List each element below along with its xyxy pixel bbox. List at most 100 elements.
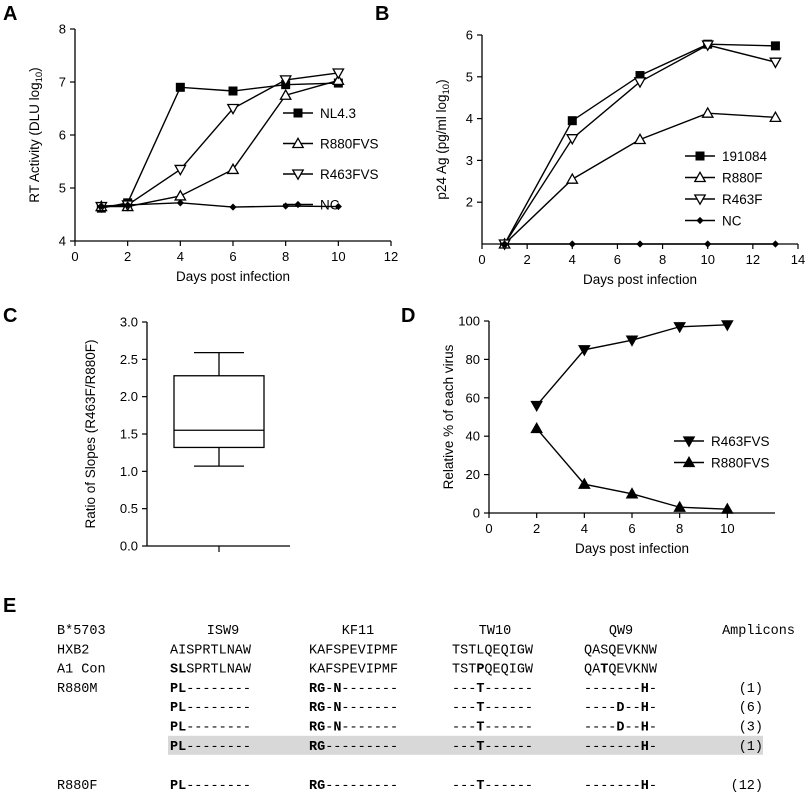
data-point-nc [334, 202, 342, 211]
y-tick-label: 4 [466, 111, 473, 126]
data-point-nc [704, 240, 712, 248]
legend-marker [695, 151, 705, 161]
sequence-cell: RG-N------- [309, 701, 398, 716]
data-point-r880fvs [530, 421, 543, 434]
y-axis-label: p24 Ag (pg/ml log10) [434, 79, 452, 199]
chart-a: 0 2 4 6 8 10 12 4 5 6 7 8 Days post infection RT Acti… [27, 22, 398, 285]
x-axis-label: Days post infection [575, 541, 689, 556]
series-line-r463fvs [101, 72, 339, 208]
x-tick-label: 4 [177, 249, 184, 264]
x-tick-label: 14 [791, 252, 805, 267]
amplicon-count: (1) [739, 682, 763, 697]
data-point-r880f [565, 172, 579, 184]
panel-letter-d: D [401, 305, 415, 327]
legend-label-191084: 191084 [722, 149, 768, 164]
data-point-nc [124, 201, 132, 209]
y-tick-label: 60 [466, 390, 480, 405]
data-point-nl4.3 [228, 86, 238, 96]
epitope-alignment: B*5703 ISW9 KF11 TW10 QW9 Amplicons HXB2 AISPRT… [57, 624, 795, 794]
data-point-r880fvs [226, 162, 240, 175]
x-axis-label: Days post infection [176, 269, 290, 284]
y-tick-label: 0.0 [120, 539, 138, 554]
legend-label-r463fvs: R463FVS [711, 434, 770, 449]
legend-label-r880f: R880F [722, 171, 763, 186]
panel-letter-e: E [3, 595, 16, 617]
sequence-cell: RG--------- [309, 779, 398, 794]
data-point-r463fvs [625, 335, 639, 347]
sequence-cell: ---T------ [452, 721, 533, 736]
data-point-nc [636, 240, 644, 248]
data-point-r463fvs [332, 68, 345, 80]
x-tick-label: 2 [533, 521, 540, 536]
data-point-r463f [633, 77, 647, 89]
box-iqr [173, 375, 265, 449]
x-tick-label: 8 [676, 521, 683, 536]
y-tick-label: 2.0 [120, 389, 138, 404]
data-point-r880fvs [625, 487, 639, 499]
data-point-r880f [633, 132, 647, 145]
y-tick-label: 2 [466, 195, 473, 210]
y-axis-label: RT Activity (DLU log10) [27, 67, 45, 202]
x-tick-label: 6 [229, 249, 236, 264]
x-tick-label: 2 [124, 249, 131, 264]
data-point-r880fvs [673, 500, 686, 512]
sequence-cell: QATQEVKNW [584, 663, 658, 678]
legend-label-r463fvs: R463FVS [320, 167, 379, 182]
legend-marker [291, 136, 305, 149]
data-point-nc [568, 240, 576, 248]
y-tick-label: 5 [59, 181, 66, 196]
data-point-r463f [565, 134, 579, 146]
sequence-label-r880m: R880M [57, 682, 98, 697]
data-point-r463fvs [721, 320, 734, 332]
sequence-cell: RG-N------- [309, 721, 398, 736]
data-point-r463fvs [673, 322, 686, 334]
epitope-header-qw9: QW9 [609, 624, 633, 639]
data-point-r463fvs [578, 345, 591, 357]
data-point-r463fvs [279, 75, 292, 87]
sequence-cell: KAFSPEVIPMF [309, 643, 398, 658]
x-tick-label: 8 [282, 249, 289, 264]
legend-label-r463f: R463F [722, 192, 763, 207]
y-axis-label: Relative % of each virus [441, 344, 456, 489]
amplicon-count: (12) [731, 779, 763, 794]
legend-label-nc: NC [320, 198, 340, 213]
epitope-header-isw9: ISW9 [207, 624, 239, 639]
legend-marker [682, 455, 696, 468]
x-tick-label: 4 [581, 521, 588, 536]
data-point-r463fvs [226, 103, 240, 116]
sequence-cell: ---T------ [452, 682, 533, 697]
legend-marker [291, 169, 305, 181]
legend-marker [693, 194, 707, 206]
sequence-cell: TSTPQEQIGW [452, 663, 534, 678]
sequence-cell: TSTLQEQIGW [452, 643, 534, 658]
sequence-cell: ---T------ [452, 701, 533, 716]
y-tick-label: 7 [59, 75, 66, 90]
series-line-nc [101, 202, 339, 208]
data-point-nc [229, 203, 237, 211]
y-tick-label: 1.5 [120, 427, 138, 442]
data-point-191084 [635, 71, 645, 81]
sequence-cell: PL-------- [170, 701, 251, 716]
y-tick-label: 20 [466, 467, 480, 482]
amplicon-count: (6) [739, 701, 763, 716]
data-point-r880fvs [279, 88, 292, 100]
x-tick-label: 0 [485, 521, 492, 536]
data-point-r880f [701, 106, 715, 118]
sequence-cell: -------H- [584, 740, 657, 755]
sequence-cell: SLSPRTLNAW [170, 663, 252, 678]
data-point-r463fvs [174, 164, 187, 176]
y-tick-label: 6 [466, 28, 473, 43]
legend-marker [693, 170, 707, 183]
data-point-r880fvs [332, 73, 345, 86]
sequence-cell: -------H- [584, 779, 657, 794]
chart-b: 0 2 4 6 8 10 12 14 2 3 4 5 6 Days post infection p24 A… [434, 28, 805, 288]
sequence-label-r880f: R880F [57, 779, 98, 794]
sequence-cell: PL-------- [170, 721, 251, 736]
panel-letter-b: B [375, 3, 389, 25]
x-tick-label: 10 [331, 249, 345, 264]
legend-marker [696, 216, 704, 225]
legend-label-r880fvs: R880FVS [320, 137, 379, 152]
sequence-cell: RG-N------- [309, 682, 398, 697]
y-tick-label: 5 [466, 69, 473, 84]
